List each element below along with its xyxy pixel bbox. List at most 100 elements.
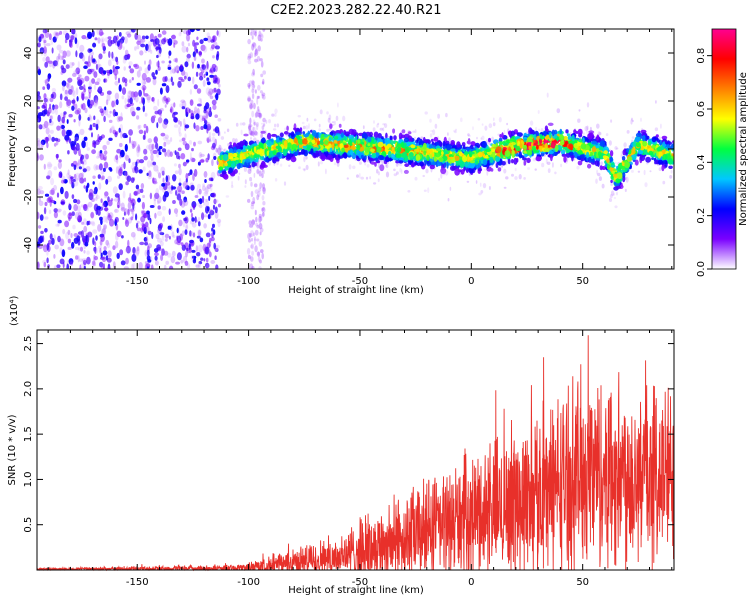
spectrogram-noise-mark-540 — [196, 48, 198, 54]
spectrogram-noise-mark-1701 — [662, 180, 666, 185]
spectrogram-noise-mark-1450 — [162, 121, 168, 129]
spectrogram-noise-mark-607 — [188, 243, 191, 251]
spectrogram-noise-mark-1546 — [251, 219, 256, 225]
spectrogram-noise-mark-1895 — [498, 117, 502, 123]
spectrogram-noise-mark-1970 — [414, 136, 416, 139]
spectrogram-noise-mark-1797 — [491, 136, 494, 142]
spectrogram-signal-mark-4876 — [296, 149, 300, 153]
spectrogram-noise-mark-1452 — [138, 262, 143, 269]
spectrogram-noise-mark-1423 — [99, 153, 105, 161]
spectrogram-noise-mark-553 — [173, 102, 176, 108]
spectrogram-noise-mark-1464 — [99, 261, 104, 268]
spectrogram-noise-mark-796 — [53, 211, 59, 219]
spectrogram-noise-mark-1661 — [262, 206, 265, 211]
spectrogram-signal-mark-4940 — [651, 145, 656, 149]
spectrogram-signal-mark-4542 — [293, 127, 297, 131]
spectrogram-noise-mark-523 — [38, 36, 42, 43]
spectrogram-noise-mark-1913 — [218, 145, 222, 149]
spectrogram-signal-mark-4256 — [218, 166, 223, 171]
spectrogram-noise-mark-1959 — [511, 173, 514, 177]
spectrogram-signal-mark-4888 — [381, 136, 384, 140]
spectrogram-signal-mark-4192 — [258, 142, 264, 149]
spectrogram-noise-mark-1746 — [379, 127, 383, 131]
spectrogram-noise-mark-656 — [96, 64, 101, 69]
spectrogram-noise-mark-561 — [80, 230, 85, 238]
spectrogram-noise-mark-1540 — [260, 38, 263, 42]
spectrogram-noise-mark-1434 — [83, 84, 86, 91]
spectrogram-noise-mark-1156 — [74, 133, 80, 142]
spectrogram-noise-mark-1627 — [249, 131, 254, 135]
spectrogram-noise-mark-2123 — [514, 176, 518, 180]
spectrogram-signal-mark-3273 — [661, 164, 665, 172]
spectrogram-noise-mark-1044 — [127, 217, 133, 224]
spectrogram-noise-mark-1124 — [143, 155, 148, 161]
spectrogram-noise-mark-1653 — [251, 110, 255, 118]
spectrogram-signal-mark-4815 — [533, 133, 537, 141]
spectrogram-noise-mark-2175 — [265, 119, 268, 124]
spectrogram-noise-mark-783 — [45, 43, 51, 47]
spectrogram-noise-mark-1495 — [62, 120, 65, 124]
spectrogram-noise-mark-1082 — [100, 170, 105, 175]
spectrogram-noise-mark-856 — [127, 197, 132, 203]
spectrogram-signal-mark-4669 — [333, 135, 339, 140]
spectrogram-signal-mark-4039 — [423, 139, 430, 144]
spectrogram-noise-mark-201 — [129, 68, 135, 74]
spectrogram-noise-mark-669 — [98, 106, 102, 110]
spectrogram-noise-mark-427 — [88, 86, 92, 90]
spectrogram-noise-mark-1562 — [247, 97, 251, 102]
spectrogram-noise-mark-774 — [156, 200, 160, 205]
spectrogram-noise-mark-2073 — [476, 136, 478, 140]
spectrogram-noise-mark-636 — [75, 177, 79, 182]
spectrogram-noise-mark-1509 — [252, 196, 256, 204]
spectrogram-noise-mark-28 — [100, 176, 104, 181]
spectrogram-noise-mark-366 — [181, 137, 186, 142]
spectrogram-noise-mark-1160 — [76, 76, 81, 81]
spectrogram-noise-mark-2159 — [453, 129, 456, 133]
spectrogram-noise-mark-24 — [144, 60, 146, 65]
spectrogram-noise-mark-1365 — [174, 187, 177, 192]
spectrogram-noise-mark-1400 — [161, 205, 167, 211]
spectrogram-noise-mark-1034 — [175, 261, 181, 265]
spectrogram-noise-mark-1235 — [45, 127, 50, 135]
spectrogram-noise-mark-2092 — [560, 163, 563, 168]
spectrogram-signal-mark-3811 — [569, 155, 576, 159]
spectrogram-noise-mark-1639 — [259, 259, 262, 264]
spectrogram-noise-mark-2167 — [226, 128, 230, 133]
spectrogram-noise-mark-1601 — [256, 109, 260, 114]
spectrogram-noise-mark-1571 — [262, 212, 265, 217]
spectrogram-noise-mark-1210 — [166, 139, 171, 145]
spectrogram-signal-mark-4438 — [638, 150, 644, 155]
spectrogram-noise-mark-1462 — [124, 78, 128, 84]
spectrogram-noise-mark-1472 — [105, 99, 109, 106]
spectrogram-noise-mark-1194 — [37, 212, 41, 217]
spectrogram-signal-mark-4644 — [507, 158, 511, 165]
spectrogram-noise-mark-584 — [177, 119, 181, 125]
spectrogram-noise-mark-1289 — [154, 252, 159, 257]
spectrogram-noise-mark-1377 — [105, 216, 109, 224]
spectrogram-noise-mark-747 — [174, 170, 179, 175]
spectrogram-noise-mark-1962 — [318, 128, 321, 132]
spectrogram-signal-mark-4786 — [282, 150, 287, 157]
spectrogram-signal-mark-4702 — [436, 148, 441, 152]
spectrogram-noise-mark-1448 — [185, 250, 188, 258]
spectrogram-noise-mark-1527 — [248, 123, 252, 131]
spectrogram-noise-mark-1301 — [134, 46, 137, 51]
spectrogram-signal-mark-4763 — [390, 153, 395, 159]
spectrogram-noise-mark-1847 — [252, 119, 256, 124]
spectrogram-noise-mark-1296 — [141, 222, 145, 228]
spectrogram-noise-mark-1788 — [481, 135, 485, 140]
spectrogram-noise-mark-1262 — [103, 78, 106, 83]
spectrogram-noise-mark-1578 — [254, 112, 257, 118]
spectrogram-signal-mark-4838 — [401, 141, 405, 149]
spectrogram-signal-mark-2775 — [243, 133, 249, 137]
spectrogram-noise-mark-1496 — [167, 66, 172, 70]
spectrogram-signal-mark-4764 — [277, 146, 283, 153]
spectrogram-noise-mark-1593 — [252, 232, 256, 237]
spectrogram-noise-mark-1837 — [335, 115, 339, 121]
spectrogram-signal-mark-4898 — [426, 148, 433, 154]
spectrogram-noise-mark-1563 — [256, 224, 260, 229]
spectrogram-noise-mark-1319 — [169, 190, 173, 195]
spectrogram-noise-mark-489 — [161, 30, 167, 35]
spectrogram-noise-mark-1291 — [168, 235, 171, 240]
spectrogram-noise-mark-1861 — [608, 198, 613, 202]
